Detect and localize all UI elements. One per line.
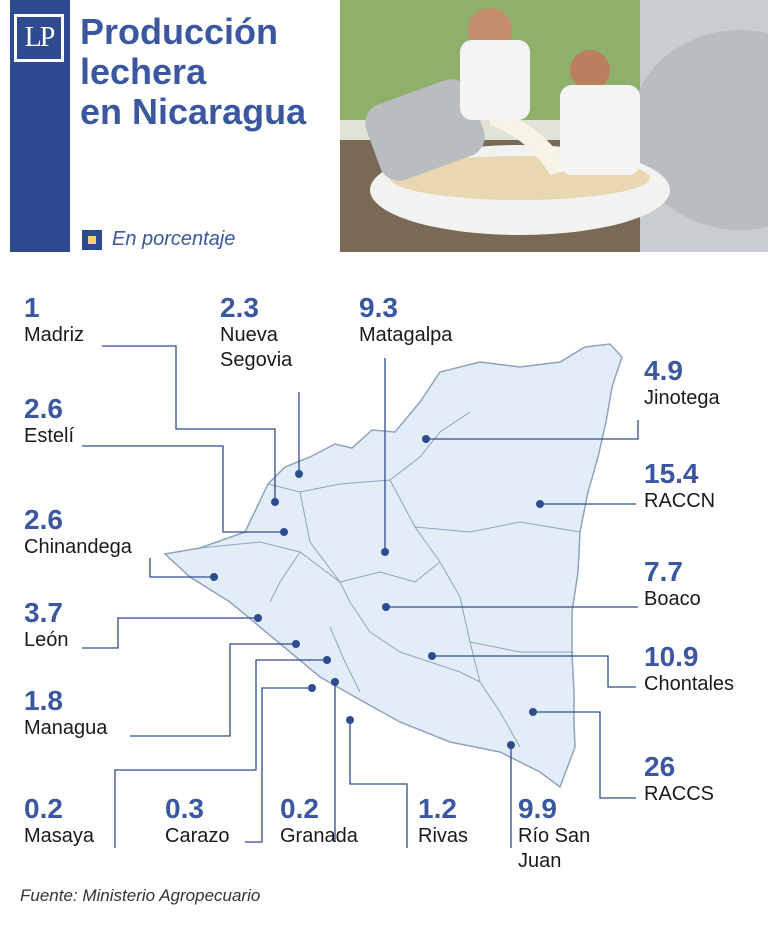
name-matagalpa: Matagalpa bbox=[359, 324, 453, 346]
name-chontales: Chontales bbox=[644, 673, 735, 695]
name-rio-san-juan: Río San Juan bbox=[518, 825, 591, 872]
leader-managua bbox=[130, 643, 296, 737]
marker-boaco bbox=[382, 603, 390, 611]
marker-chinandega bbox=[210, 573, 218, 581]
marker-masaya bbox=[323, 656, 331, 664]
unit-legend: En porcentaje bbox=[82, 228, 235, 251]
name-boaco: Boaco bbox=[644, 588, 701, 610]
leader-masaya bbox=[114, 659, 327, 848]
label-boaco: 7.7 Boaco bbox=[644, 557, 701, 612]
leader-madriz bbox=[102, 345, 276, 502]
leader-rivas bbox=[349, 720, 408, 848]
label-raccs: 26 RACCS bbox=[644, 752, 714, 807]
value-nueva-segovia: 2.3 bbox=[220, 292, 259, 323]
marker-carazo bbox=[308, 684, 316, 692]
value-rivas: 1.2 bbox=[418, 793, 457, 824]
leader-jinotega bbox=[426, 420, 639, 440]
value-esteli: 2.6 bbox=[24, 393, 63, 424]
marker-leon bbox=[254, 614, 262, 622]
marker-rivas bbox=[346, 716, 354, 724]
leader-leon bbox=[82, 617, 258, 649]
label-managua: 1.8 Managua bbox=[24, 686, 107, 741]
nicaragua-map bbox=[82, 343, 639, 848]
marker-rio-san-juan bbox=[507, 741, 515, 749]
label-chinandega: 2.6 Chinandega bbox=[24, 505, 132, 560]
label-matagalpa: 9.3 Matagalpa bbox=[359, 293, 452, 348]
name-leon: León bbox=[24, 629, 69, 651]
unit-label: En porcentaje bbox=[112, 228, 236, 250]
name-raccn: RACCN bbox=[644, 490, 716, 512]
name-granada: Granada bbox=[280, 825, 358, 847]
page-title: Producción lechera en Nicaragua bbox=[80, 12, 330, 132]
value-carazo: 0.3 bbox=[165, 793, 204, 824]
label-jinotega: 4.9 Jinotega bbox=[644, 356, 720, 411]
region-markers bbox=[210, 435, 544, 749]
value-rio-san-juan: 9.9 bbox=[518, 793, 557, 824]
label-leon: 3.7 León bbox=[24, 598, 69, 653]
label-rivas: 1.2 Rivas bbox=[418, 794, 468, 849]
marker-managua bbox=[292, 640, 300, 648]
value-chontales: 10.9 bbox=[644, 641, 699, 672]
value-leon: 3.7 bbox=[24, 597, 63, 628]
marker-granada bbox=[331, 678, 339, 686]
value-granada: 0.2 bbox=[280, 793, 319, 824]
value-boaco: 7.7 bbox=[644, 556, 683, 587]
name-chinandega: Chinandega bbox=[24, 536, 132, 558]
marker-nueva-segovia bbox=[295, 470, 303, 478]
label-chontales: 10.9 Chontales bbox=[644, 642, 734, 697]
leader-lines bbox=[82, 345, 639, 848]
marker-esteli bbox=[280, 528, 288, 536]
marker-raccs bbox=[529, 708, 537, 716]
value-matagalpa: 9.3 bbox=[359, 292, 398, 323]
leader-carazo bbox=[245, 687, 312, 843]
marker-madriz bbox=[271, 498, 279, 506]
value-raccn: 15.4 bbox=[644, 458, 699, 489]
value-raccs: 26 bbox=[644, 751, 676, 782]
label-nueva-segovia: 2.3 Nueva Segovia bbox=[220, 293, 330, 373]
label-madriz: 1 Madriz bbox=[24, 293, 84, 348]
label-masaya: 0.2 Masaya bbox=[24, 794, 94, 849]
name-carazo: Carazo bbox=[165, 825, 230, 847]
label-rio-san-juan: 9.9 Río San Juan bbox=[518, 794, 618, 874]
name-managua: Managua bbox=[24, 717, 108, 739]
leader-chontales bbox=[432, 655, 636, 688]
leader-esteli bbox=[82, 445, 284, 533]
title-line-1: Producción bbox=[80, 11, 279, 52]
unit-square-icon bbox=[82, 229, 102, 250]
label-raccn: 15.4 RACCN bbox=[644, 459, 715, 514]
value-managua: 1.8 bbox=[24, 685, 63, 716]
title-line-3: en Nicaragua bbox=[80, 91, 307, 132]
value-chinandega: 2.6 bbox=[24, 504, 63, 535]
milk-pouring-photo bbox=[340, 0, 768, 252]
source-note: Fuente: Ministerio Agropecuario bbox=[20, 886, 261, 905]
title-line-2: lechera bbox=[80, 51, 207, 92]
marker-chontales bbox=[428, 652, 436, 660]
marker-matagalpa bbox=[381, 548, 389, 556]
label-granada: 0.2 Granada bbox=[280, 794, 358, 849]
name-nueva-segovia: Nueva Segovia bbox=[220, 324, 293, 371]
value-masaya: 0.2 bbox=[24, 793, 63, 824]
leader-raccs bbox=[533, 711, 636, 799]
la-prensa-logo: LP bbox=[14, 14, 64, 62]
value-madriz: 1 bbox=[24, 292, 40, 323]
name-masaya: Masaya bbox=[24, 825, 95, 847]
name-rivas: Rivas bbox=[418, 825, 469, 847]
marker-raccn bbox=[536, 500, 544, 508]
country-shape bbox=[163, 343, 623, 789]
value-jinotega: 4.9 bbox=[644, 355, 683, 386]
label-esteli: 2.6 Estelí bbox=[24, 394, 74, 449]
name-raccs: RACCS bbox=[644, 783, 715, 805]
marker-jinotega bbox=[422, 435, 430, 443]
name-esteli: Estelí bbox=[24, 425, 75, 447]
leader-chinandega bbox=[149, 558, 214, 578]
name-jinotega: Jinotega bbox=[644, 387, 720, 409]
label-carazo: 0.3 Carazo bbox=[165, 794, 229, 849]
name-madriz: Madriz bbox=[24, 324, 85, 346]
